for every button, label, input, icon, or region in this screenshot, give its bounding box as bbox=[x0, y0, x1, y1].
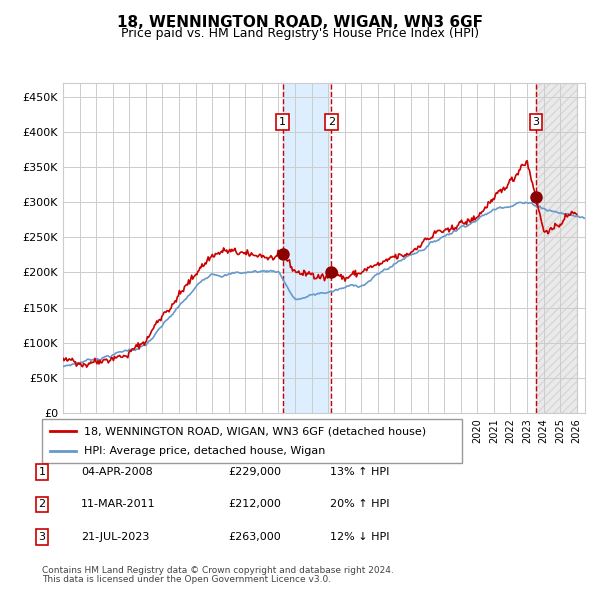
Text: 11-MAR-2011: 11-MAR-2011 bbox=[81, 500, 155, 509]
Text: 3: 3 bbox=[38, 532, 46, 542]
Text: 13% ↑ HPI: 13% ↑ HPI bbox=[330, 467, 389, 477]
Text: £212,000: £212,000 bbox=[228, 500, 281, 509]
Bar bbox=[536, 83, 577, 413]
Text: This data is licensed under the Open Government Licence v3.0.: This data is licensed under the Open Gov… bbox=[42, 575, 331, 584]
Text: 3: 3 bbox=[533, 117, 539, 127]
Text: 21-JUL-2023: 21-JUL-2023 bbox=[81, 532, 149, 542]
FancyBboxPatch shape bbox=[42, 419, 462, 463]
Text: 20% ↑ HPI: 20% ↑ HPI bbox=[330, 500, 389, 509]
Bar bbox=[283, 83, 331, 413]
Text: HPI: Average price, detached house, Wigan: HPI: Average price, detached house, Wiga… bbox=[84, 446, 325, 455]
Text: 1: 1 bbox=[38, 467, 46, 477]
Text: 2: 2 bbox=[328, 117, 335, 127]
Text: Price paid vs. HM Land Registry's House Price Index (HPI): Price paid vs. HM Land Registry's House … bbox=[121, 27, 479, 40]
Text: 18, WENNINGTON ROAD, WIGAN, WN3 6GF (detached house): 18, WENNINGTON ROAD, WIGAN, WN3 6GF (det… bbox=[84, 427, 426, 436]
Text: £229,000: £229,000 bbox=[228, 467, 281, 477]
Text: 1: 1 bbox=[279, 117, 286, 127]
Text: 18, WENNINGTON ROAD, WIGAN, WN3 6GF: 18, WENNINGTON ROAD, WIGAN, WN3 6GF bbox=[117, 15, 483, 30]
Text: 04-APR-2008: 04-APR-2008 bbox=[81, 467, 153, 477]
Text: £263,000: £263,000 bbox=[228, 532, 281, 542]
Text: 12% ↓ HPI: 12% ↓ HPI bbox=[330, 532, 389, 542]
Text: 2: 2 bbox=[38, 500, 46, 509]
Text: Contains HM Land Registry data © Crown copyright and database right 2024.: Contains HM Land Registry data © Crown c… bbox=[42, 566, 394, 575]
